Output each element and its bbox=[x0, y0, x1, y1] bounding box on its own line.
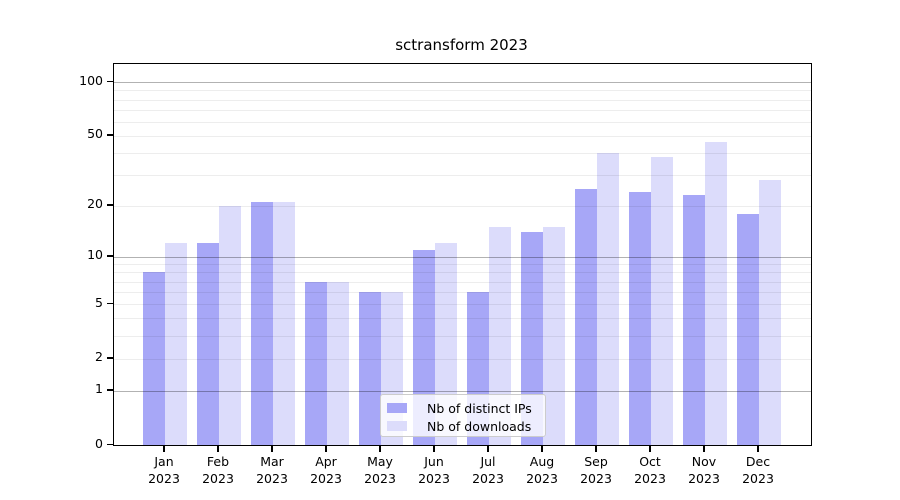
chart-title: sctransform 2023 bbox=[395, 36, 528, 54]
x-tick-mark bbox=[487, 446, 489, 452]
x-tick-mark bbox=[649, 446, 651, 452]
bar-ips-apr bbox=[305, 281, 327, 445]
x-tick-label-dec: Dec 2023 bbox=[742, 454, 774, 486]
gridline-minor bbox=[114, 264, 811, 265]
bar-ips-sep bbox=[575, 188, 597, 445]
bar-downloads-mar bbox=[273, 202, 295, 445]
y-tick-label: 2 bbox=[95, 349, 103, 365]
x-tick-mark bbox=[757, 446, 759, 452]
x-tick-label-jan: Jan 2023 bbox=[148, 454, 180, 486]
y-tick-label: 5 bbox=[95, 294, 103, 310]
gridline-minor bbox=[114, 109, 811, 111]
x-tick-label-sep: Sep 2023 bbox=[580, 454, 612, 486]
x-tick-label-feb: Feb 2023 bbox=[202, 454, 234, 486]
bar-ips-oct bbox=[629, 191, 651, 445]
x-tick-mark bbox=[325, 446, 327, 452]
y-tick-label: 1 bbox=[95, 381, 103, 396]
gridline-minor bbox=[114, 135, 811, 137]
x-tick-label-apr: Apr 2023 bbox=[310, 454, 342, 486]
plot-area: Nb of distinct IPs Nb of downloads bbox=[113, 63, 812, 446]
y-tick-mark bbox=[107, 443, 113, 446]
gridline-minor bbox=[114, 121, 811, 123]
gridline-minor bbox=[114, 336, 811, 338]
y-tick-label: 0 bbox=[95, 435, 103, 451]
x-tick-mark bbox=[541, 446, 543, 452]
x-tick-label-jul: Jul 2023 bbox=[472, 454, 504, 486]
bar-ips-nov bbox=[683, 195, 705, 445]
bar-ips-dec bbox=[737, 213, 759, 445]
x-tick-mark bbox=[217, 446, 219, 452]
bar-ips-mar bbox=[251, 202, 273, 445]
bar-ips-may bbox=[359, 292, 381, 445]
bar-ips-jan bbox=[143, 272, 165, 445]
gridline-minor bbox=[114, 358, 811, 360]
legend: Nb of distinct IPs Nb of downloads bbox=[380, 394, 546, 437]
x-tick-label-nov: Nov 2023 bbox=[688, 454, 720, 486]
gridline-major bbox=[114, 256, 811, 258]
legend-row-downloads: Nb of downloads bbox=[387, 417, 545, 435]
x-tick-label-may: May 2023 bbox=[364, 454, 396, 486]
x-tick-mark bbox=[163, 446, 165, 452]
gridline-minor bbox=[114, 318, 811, 320]
legend-label-downloads: Nb of downloads bbox=[427, 418, 532, 434]
gridline-minor bbox=[114, 90, 811, 92]
x-tick-mark bbox=[595, 446, 597, 452]
gridline-minor bbox=[114, 205, 811, 207]
bar-downloads-sep bbox=[597, 153, 619, 445]
x-tick-mark bbox=[271, 446, 273, 452]
gridline-minor bbox=[114, 175, 811, 177]
x-tick-mark bbox=[433, 446, 435, 452]
x-tick-label-mar: Mar 2023 bbox=[256, 454, 288, 486]
x-tick-mark bbox=[703, 446, 705, 452]
legend-row-ips: Nb of distinct IPs bbox=[387, 399, 545, 417]
gridline-minor bbox=[114, 153, 811, 155]
y-tick-label: 100 bbox=[79, 72, 103, 88]
gridline-minor bbox=[114, 272, 811, 274]
gridline-minor bbox=[114, 304, 811, 306]
gridline-minor bbox=[114, 281, 811, 283]
legend-label-ips: Nb of distinct IPs bbox=[427, 400, 532, 416]
x-tick-mark bbox=[379, 446, 381, 452]
x-tick-label-oct: Oct 2023 bbox=[634, 454, 666, 486]
y-tick-mark bbox=[107, 255, 113, 257]
x-tick-label-jun: Jun 2023 bbox=[418, 454, 450, 486]
bar-downloads-nov bbox=[705, 142, 727, 445]
bar-ips-aug bbox=[521, 232, 543, 445]
bar-ips-feb bbox=[197, 243, 219, 445]
legend-swatch-ips bbox=[387, 403, 407, 413]
y-tick-label: 10 bbox=[87, 247, 103, 262]
y-tick-label: 50 bbox=[87, 126, 103, 142]
y-tick-mark bbox=[107, 302, 113, 305]
gridline-minor bbox=[114, 292, 811, 294]
gridline-major bbox=[114, 82, 811, 84]
y-tick-label: 20 bbox=[87, 196, 103, 212]
y-tick-mark bbox=[107, 80, 113, 83]
legend-swatch-downloads bbox=[387, 421, 407, 431]
bar-downloads-jul bbox=[489, 227, 511, 445]
y-tick-mark bbox=[107, 357, 113, 359]
y-tick-mark bbox=[107, 204, 113, 206]
gridline-major bbox=[114, 390, 811, 392]
x-tick-label-aug: Aug 2023 bbox=[526, 454, 558, 486]
gridline-minor bbox=[114, 99, 811, 101]
bar-downloads-aug bbox=[543, 227, 565, 445]
bar-downloads-dec bbox=[759, 180, 781, 445]
bar-downloads-apr bbox=[327, 281, 349, 445]
y-tick-mark bbox=[107, 389, 113, 391]
bar-downloads-feb bbox=[219, 205, 241, 445]
bar-downloads-jan bbox=[165, 243, 187, 445]
bar-downloads-oct bbox=[651, 157, 673, 445]
y-tick-mark bbox=[107, 134, 113, 137]
